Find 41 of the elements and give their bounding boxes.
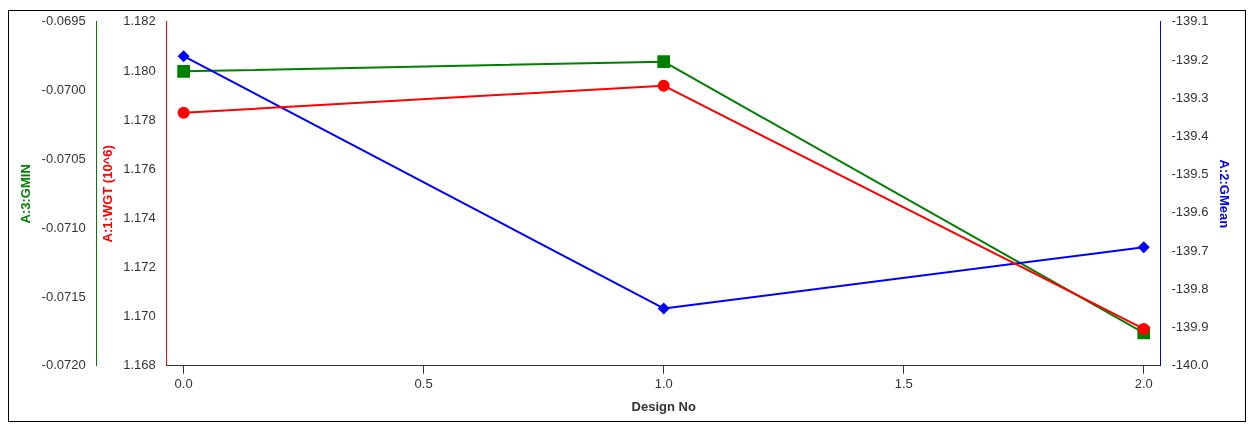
y3-tick-label: -0.0710	[41, 219, 86, 235]
y2-tick-label: -139.6	[1171, 204, 1209, 220]
y3-tick-label: -0.0700	[41, 82, 86, 98]
y2-axis-title: A:2:GMean	[1216, 159, 1232, 229]
point	[657, 55, 671, 69]
y2-tick-label: -139.3	[1171, 89, 1209, 105]
x-tick-label: 1.5	[894, 376, 913, 392]
y-tick-label: 1.170	[123, 308, 156, 324]
y-tick-label: 1.182	[123, 13, 156, 29]
y2-tick-label: -139.7	[1171, 242, 1209, 258]
y-tick-label: 1.174	[123, 209, 156, 225]
point	[657, 302, 670, 315]
x-tick-label: 0.0	[174, 376, 193, 392]
y2-tick-label: -139.8	[1171, 280, 1209, 296]
point	[657, 79, 670, 92]
point	[1137, 241, 1150, 254]
y-tick-label: 1.176	[123, 160, 156, 176]
y2-tick-label: -139.9	[1171, 319, 1209, 335]
y3-tick-label: -0.0695	[41, 13, 86, 29]
point	[177, 64, 190, 78]
y3-tick-label: -0.0705	[41, 150, 86, 166]
y2-tick-label: -139.5	[1171, 166, 1209, 182]
x-tick-label: 2.0	[1134, 376, 1153, 392]
point	[1137, 322, 1150, 335]
y-axis-title: A:1:WGT (10^6)	[100, 145, 116, 243]
y3-tick-label: -0.0715	[41, 288, 86, 304]
y-tick-label: 1.180	[123, 62, 156, 78]
y-tick-label: 1.172	[123, 259, 156, 275]
y-tick-label: 1.178	[123, 111, 156, 127]
y2-tick-label: -140.0	[1171, 357, 1209, 373]
y2-tick-label: -139.4	[1171, 128, 1209, 144]
y3-tick-label: -0.0720	[41, 357, 86, 373]
y2-tick-label: -139.2	[1171, 51, 1209, 67]
x-tick-label: 0.5	[414, 376, 433, 392]
x-axis-title: Design No	[631, 398, 696, 414]
y2-tick-label: -139.1	[1171, 13, 1209, 29]
point	[177, 106, 190, 119]
y3-axis-title: A:3:GMIN	[18, 164, 34, 224]
x-tick-label: 1.0	[654, 376, 673, 392]
y-tick-label: 1.168	[123, 357, 156, 373]
point	[177, 50, 190, 63]
